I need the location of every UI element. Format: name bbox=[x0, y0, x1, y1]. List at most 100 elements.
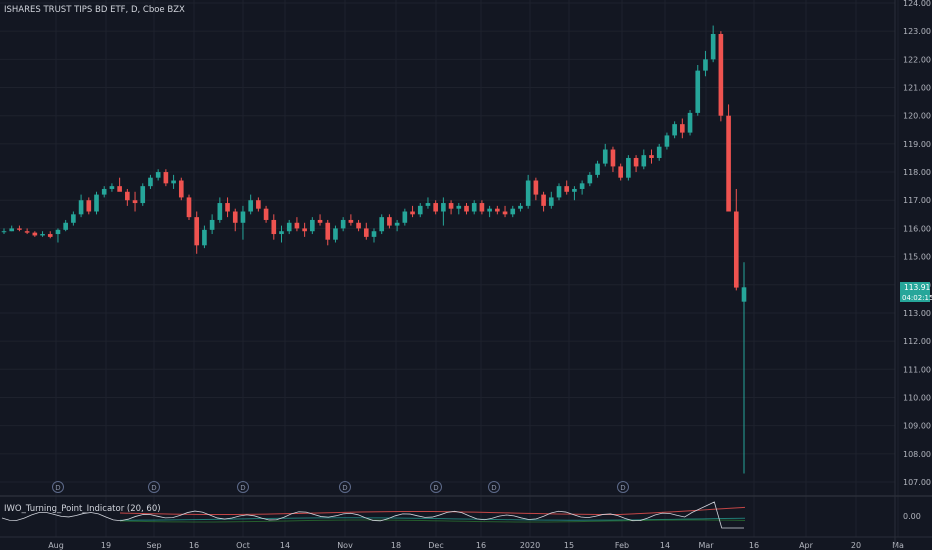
candle-body bbox=[109, 186, 115, 189]
candle-body bbox=[94, 194, 99, 212]
dividend-marker[interactable]: D bbox=[488, 481, 500, 493]
x-tick-label: Oct bbox=[236, 541, 250, 550]
candle-body bbox=[464, 205, 469, 212]
candle-body bbox=[132, 200, 138, 204]
x-tick-label: 16 bbox=[476, 541, 486, 550]
candle-body bbox=[140, 186, 146, 204]
x-tick-label: 14 bbox=[660, 541, 670, 550]
dividend-marker[interactable]: D bbox=[430, 481, 442, 493]
dividend-letter: D bbox=[620, 484, 625, 492]
candle-body bbox=[610, 149, 616, 167]
last-price-tag-bg bbox=[900, 282, 930, 292]
dividend-circle bbox=[237, 481, 249, 493]
candle-body bbox=[240, 211, 246, 223]
x-tick-label: Mar bbox=[698, 541, 714, 550]
candle-body bbox=[680, 124, 685, 133]
candle-body bbox=[471, 203, 477, 212]
candle-body bbox=[86, 200, 92, 212]
candle-body bbox=[356, 222, 361, 229]
y-tick-label: 111.00 bbox=[903, 365, 931, 374]
candle-body bbox=[32, 232, 38, 236]
candle-body bbox=[510, 208, 516, 215]
candle-body bbox=[672, 124, 677, 136]
candle-body bbox=[433, 203, 438, 212]
candle-body bbox=[402, 211, 408, 223]
dividend-circle bbox=[339, 481, 351, 493]
y-tick-label: 109.00 bbox=[903, 422, 931, 431]
candle-body bbox=[202, 229, 207, 246]
x-tick-label: Apr bbox=[799, 541, 814, 550]
candle-body bbox=[225, 203, 230, 212]
dividend-circle bbox=[148, 481, 160, 493]
candle-body bbox=[687, 112, 693, 133]
candle-body bbox=[171, 180, 176, 184]
dividend-marker[interactable]: D bbox=[52, 481, 64, 493]
chart-title: ISHARES TRUST TIPS BD ETF, D, Cboe BZX bbox=[4, 5, 185, 15]
candle-body bbox=[194, 217, 200, 246]
x-tick-label: 19 bbox=[101, 541, 111, 550]
indicator-label: IWO_Turning_Point_Indicator (20, 60) bbox=[4, 504, 161, 514]
y-tick-label: 117.00 bbox=[903, 196, 931, 205]
dividend-circle bbox=[488, 481, 500, 493]
candle-body bbox=[302, 228, 307, 232]
candle-body bbox=[186, 197, 192, 218]
dividend-marker[interactable]: D bbox=[237, 481, 249, 493]
x-tick-label: 15 bbox=[564, 541, 574, 550]
candle-body bbox=[595, 163, 600, 175]
candle-body bbox=[17, 228, 22, 230]
candle-body bbox=[425, 203, 431, 206]
candle-body bbox=[371, 231, 377, 237]
x-tick-label: Ma bbox=[892, 541, 904, 550]
candle-body bbox=[410, 211, 415, 215]
candle-body bbox=[317, 219, 323, 223]
candle-body bbox=[209, 219, 215, 230]
y-tick-label: 107.00 bbox=[903, 478, 931, 487]
candle-body bbox=[495, 208, 500, 212]
candle-body bbox=[633, 157, 639, 167]
candle-body bbox=[217, 203, 223, 220]
candle-body bbox=[333, 228, 338, 240]
candle-body bbox=[525, 180, 531, 206]
dividend-marker[interactable]: D bbox=[339, 481, 351, 493]
candle-body bbox=[348, 219, 354, 223]
indicator-axis-value: 0.00 bbox=[903, 512, 921, 521]
dividend-marker[interactable]: D bbox=[617, 481, 629, 493]
candle-body bbox=[248, 200, 253, 212]
candle-body bbox=[533, 180, 539, 195]
countdown-value: 04:02:15 bbox=[902, 294, 932, 302]
candle-body bbox=[695, 70, 701, 113]
candle-body bbox=[310, 219, 315, 232]
last-price-tag: 113.91 04:02:15 bbox=[900, 282, 932, 302]
y-tick-label: 108.00 bbox=[903, 450, 931, 459]
candle-body bbox=[649, 155, 654, 158]
candle-body bbox=[618, 166, 623, 178]
candle-body bbox=[572, 188, 577, 192]
candle-body bbox=[63, 222, 68, 230]
candle-body bbox=[101, 188, 107, 195]
y-tick-label: 123.00 bbox=[903, 27, 931, 36]
y-tick-label: 110.00 bbox=[903, 393, 931, 402]
x-tick-label: Feb bbox=[615, 541, 629, 550]
x-tick-label: Nov bbox=[337, 541, 353, 550]
x-tick-label: 14 bbox=[280, 541, 290, 550]
candle-body bbox=[263, 208, 269, 220]
candle-body bbox=[541, 194, 546, 206]
dividend-letter: D bbox=[55, 484, 60, 492]
candle-body bbox=[47, 234, 53, 237]
y-tick-label: 120.00 bbox=[903, 112, 931, 121]
dividend-marker[interactable]: D bbox=[148, 481, 160, 493]
candle-body bbox=[325, 222, 331, 240]
candle-body bbox=[163, 172, 169, 184]
x-tick-label: Aug bbox=[48, 541, 64, 550]
dividend-letter: D bbox=[240, 484, 245, 492]
candle-body bbox=[271, 219, 277, 235]
y-tick-label: 113.00 bbox=[903, 309, 931, 318]
candle-body bbox=[71, 214, 76, 223]
candle-body bbox=[479, 203, 485, 212]
candle-body bbox=[117, 186, 122, 192]
x-tick-label: 18 bbox=[391, 541, 401, 550]
candle-body bbox=[78, 200, 84, 215]
